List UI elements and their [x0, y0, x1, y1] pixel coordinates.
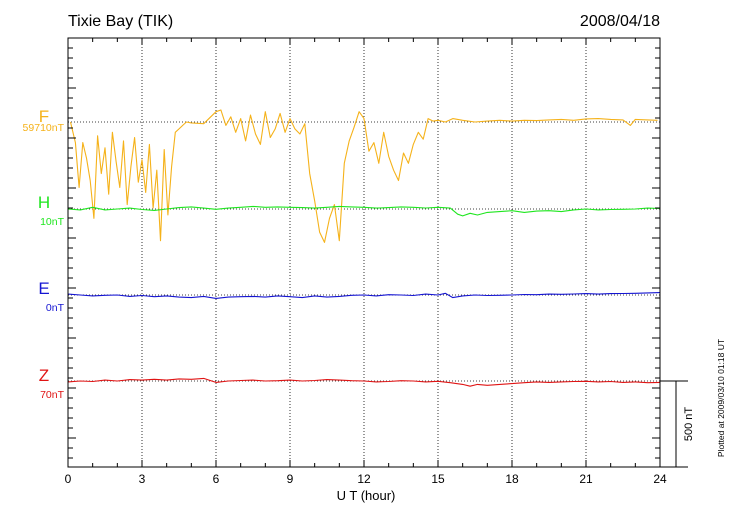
x-tick-label: 15	[431, 472, 445, 486]
x-tick-label: 12	[357, 472, 371, 486]
x-axis-label: U T (hour)	[337, 488, 396, 503]
series-E-trace	[67, 292, 661, 299]
x-tick-label: 0	[65, 472, 72, 486]
series-Z-name: Z	[39, 366, 49, 385]
series-F-trace	[69, 109, 658, 243]
series-E-name: E	[38, 279, 49, 298]
series-F-name: F	[39, 107, 49, 126]
scale-bar-label: 500 nT	[683, 407, 695, 442]
x-tick-label: 9	[287, 472, 294, 486]
axis-ticks	[67, 38, 661, 467]
series-Z-baseline: 70nT	[40, 389, 65, 401]
x-tick-label: 21	[579, 472, 593, 486]
plot-footer: Plotted at 2009/03/10 01:18 UT	[716, 339, 726, 457]
grid	[68, 38, 660, 467]
x-tick-label: 3	[139, 472, 146, 486]
x-tick-label: 24	[653, 472, 667, 486]
x-tick-labels: 0 3 6 9 12 15 18 21 24	[65, 472, 667, 486]
traces	[67, 109, 661, 387]
series-Z-trace	[67, 377, 661, 387]
series-E-baseline: 0nT	[46, 302, 65, 314]
plot-frame	[67, 37, 661, 468]
series-H-name: H	[38, 193, 50, 212]
series-H-trace	[67, 205, 661, 217]
scale-bar: 500 nT	[660, 380, 695, 468]
chart-date: 2008/04/18	[580, 13, 660, 30]
series-F-baseline: 59710nT	[23, 122, 65, 134]
x-tick-label: 6	[213, 472, 220, 486]
series-H-baseline: 10nT	[40, 216, 65, 228]
x-tick-label: 18	[505, 472, 519, 486]
chart-title: Tixie Bay (TIK)	[68, 13, 173, 30]
